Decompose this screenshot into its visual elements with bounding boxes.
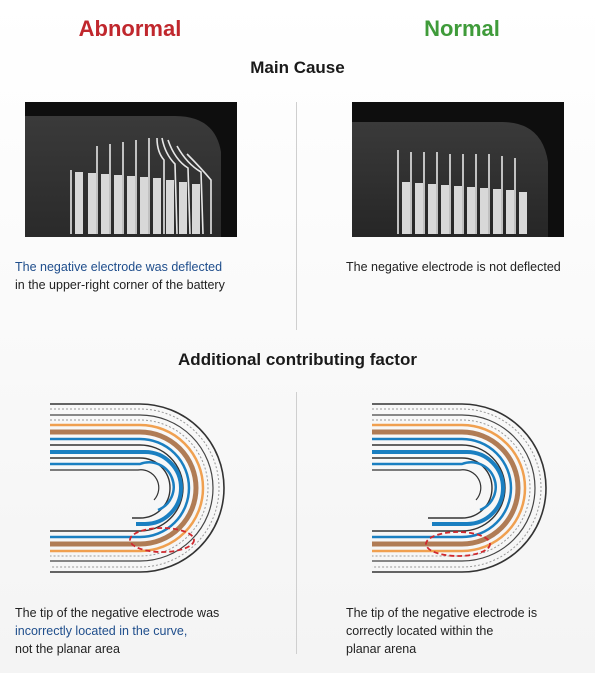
additional-factor-title: Additional contributing factor bbox=[178, 350, 417, 369]
normal-tip-caption-line1: The tip of the negative electrode is bbox=[346, 606, 538, 620]
column-divider-bottom bbox=[296, 392, 297, 654]
abnormal-caption-rest: in the upper-right corner of the battery bbox=[15, 278, 225, 292]
abnormal-header: Abnormal bbox=[78, 16, 182, 41]
normal-tip-caption: The tip of the negative electrode is cor… bbox=[346, 604, 591, 658]
abnormal-tip-caption-line3: not the planar area bbox=[15, 642, 120, 656]
main-cause-title: Main Cause bbox=[250, 58, 345, 77]
abnormal-tip-caption-line1: The tip of the negative electrode was bbox=[15, 606, 220, 620]
abnormal-xray-image bbox=[25, 102, 237, 237]
abnormal-main-cause-caption: The negative electrode was deflected in … bbox=[15, 258, 285, 294]
normal-electrode-diagram bbox=[372, 400, 552, 575]
abnormal-caption-highlight: The negative electrode was deflected bbox=[15, 260, 223, 274]
column-divider-top bbox=[296, 102, 297, 330]
abnormal-electrode-diagram bbox=[50, 400, 230, 575]
abnormal-tip-caption-highlight: incorrectly located in the curve, bbox=[15, 624, 188, 638]
normal-header: Normal bbox=[424, 16, 500, 41]
abnormal-tip-caption: The tip of the negative electrode was in… bbox=[15, 604, 285, 658]
normal-main-cause-caption: The negative electrode is not deflected bbox=[346, 260, 561, 274]
normal-xray-image bbox=[352, 102, 564, 237]
normal-tip-caption-line3: planar arena bbox=[346, 642, 417, 656]
normal-tip-caption-line2: correctly located within the bbox=[346, 624, 494, 638]
